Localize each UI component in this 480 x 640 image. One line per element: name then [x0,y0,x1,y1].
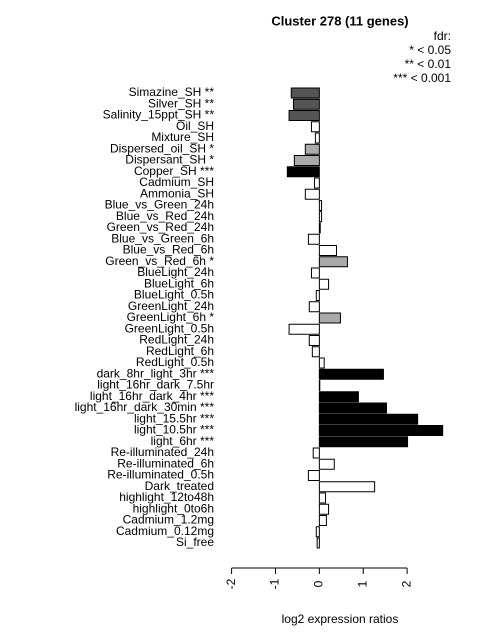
bar [318,222,321,234]
bar [315,526,320,538]
bar [288,323,320,335]
y-tick-label: GreenLight_0.5h [125,321,214,335]
bar [288,110,320,121]
bar [318,312,341,324]
bar [318,368,384,380]
x-tick-label: 0 [312,580,326,587]
bar [318,413,419,425]
y-tick-label: light_15.5hr *** [134,411,214,425]
bar [318,211,323,223]
bar [290,87,320,99]
x-tick-label: -2 [224,578,238,589]
y-tick-label: light_6hr *** [151,434,215,448]
bar [318,458,335,470]
bar [318,492,326,504]
y-tick-label: Salinity_15ppt_SH ** [103,108,215,122]
bar [293,155,320,166]
y-tick-label: light_10.5hr *** [134,423,214,437]
x-tick-label: 2 [399,580,413,587]
x-tick-label: 1 [355,580,369,587]
bar [314,132,320,144]
x-axis-label: log2 expression ratios [282,612,399,626]
y-tick-label: Si_free [176,535,214,549]
y-tick-label: dark_8hr_light_3hr *** [97,366,215,380]
y-tick-label: Simazine_SH ** [129,85,215,99]
y-tick-label: light_16hr_dark_7.5hr [97,378,214,392]
y-tick-label: GreenLight_24h [128,299,214,313]
y-tick-label: Dark_treated [145,479,214,493]
bar [312,447,320,459]
y-tick-label: Mixture_SH [151,130,214,144]
legend-note: fdr: [434,29,451,43]
chart-title: Cluster 278 (11 genes) [271,13,408,28]
y-tick-label: light_16hr_dark_30min *** [75,400,215,414]
legend-note: * < 0.05 [409,43,451,57]
y-tick-label: highlight_0to6h [133,501,214,515]
bar [286,166,320,178]
bar [318,481,376,493]
y-tick-label: Re-illuminated_6h [117,456,214,470]
bar [310,267,320,279]
y-tick-label: Oil_SH [176,119,214,133]
y-tick-label: light_16hr_dark_4hr *** [90,389,214,403]
bar [307,233,320,245]
y-tick-label: Cadmium_1.2mg [123,513,214,527]
y-tick-label: Blue_vs_Green_6h [111,231,214,245]
bar [316,537,320,549]
y-tick-label: Green_vs_Red_6h * [105,254,214,268]
bar [310,121,320,133]
y-tick-label: Re-illuminated_0.5h [107,468,214,482]
y-tick-label: Dispersed_oil_SH * [110,141,214,155]
legend-note: *** < 0.001 [393,71,451,85]
y-tick-label: BlueLight_0.5h [134,288,214,302]
bar [304,188,320,200]
y-tick-label: Dispersant_SH * [125,153,214,167]
y-tick-label: BlueLight_24h [137,265,214,279]
y-tick-label: RedLight_6h [146,344,214,358]
y-tick-label: Re-illuminated_24h [111,445,214,459]
bar [318,245,337,256]
y-tick-label: Cadmium_SH [139,175,214,189]
y-tick-label: highlight_12to48h [119,490,214,504]
bar [318,425,444,436]
bar [292,98,320,110]
bar [318,402,387,414]
bar [311,346,320,358]
bar [318,391,359,403]
y-tick-label: Blue_vs_Green_24h [105,198,214,212]
y-tick-label: Blue_vs_Red_6h [123,243,214,257]
bar [308,335,320,346]
y-tick-label: BlueLight_6h [144,276,214,290]
legend-note: ** < 0.01 [405,57,452,71]
bar [304,143,320,155]
bar [318,256,348,268]
bar [318,436,409,448]
y-tick-label: Blue_vs_Red_24h [116,209,214,223]
y-tick-label: GreenLight_6h * [127,310,215,324]
bar [318,515,327,526]
bar [308,301,320,313]
x-tick-label: -1 [268,578,282,589]
bar [318,503,330,515]
bar [318,278,330,290]
y-tick-label: RedLight_0.5h [136,355,214,369]
bar [315,290,320,301]
y-tick-label: Cadmium_0.12mg [116,524,214,538]
bar [318,200,323,211]
y-tick-label: RedLight_24h [139,333,214,347]
y-tick-label: Green_vs_Red_24h [107,220,214,234]
bar [318,357,325,369]
bar [307,470,320,481]
y-tick-label: Silver_SH ** [148,96,214,110]
y-tick-label: Ammonia_SH [140,186,214,200]
y-tick-label: Copper_SH *** [134,164,214,178]
bar [314,177,320,189]
